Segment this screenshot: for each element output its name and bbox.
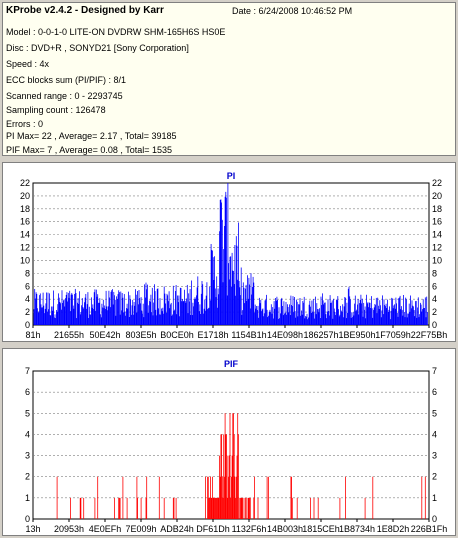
pif-xtick-label: 1815CEh: [302, 524, 340, 534]
scan-date: Date : 6/24/2008 10:46:52 PM: [232, 6, 353, 16]
pif-ytick-label-right: 2: [432, 472, 437, 482]
pi-ytick-label-left: 16: [20, 217, 30, 227]
pif-chart-panel: PIF 0 0 1 1 2 2 3 3 4 4 5 5 6 6 7 7 13h 20953h 4E0EFh 7E009h…: [2, 348, 456, 536]
pif-ytick-label-left: 1: [25, 493, 30, 503]
pif-ytick-label-right: 0: [432, 514, 437, 524]
pif-ytick-label-right: 7: [432, 366, 437, 376]
pif-xtick-label: 1B8734h: [339, 524, 375, 534]
pi-ytick-label-left: 2: [25, 307, 30, 317]
info-line-model: Model : 0-0-1-0 LITE-ON DVDRW SHM-165H6S…: [6, 27, 226, 37]
pif-xtick-label: 1E8D2h: [377, 524, 410, 534]
pi-ytick-label-right: 18: [432, 204, 442, 214]
info-line-errors: Errors : 0: [6, 119, 44, 129]
pi-ytick-label-left: 22: [20, 178, 30, 188]
pi-xtick-label: 81h: [25, 330, 40, 340]
pif-ytick-label-right: 6: [432, 387, 437, 397]
app-title: KProbe v2.4.2 - Designed by Karr: [6, 5, 164, 16]
info-line-ecc: ECC blocks sum (PI/PIF) : 8/1: [6, 75, 127, 85]
pi-xtick-label: 14E098h: [267, 330, 303, 340]
pi-xtick-label: 803E5h: [125, 330, 156, 340]
info-line-pif: PIF Max= 7 , Average= 0.08 , Total= 1535: [6, 145, 173, 155]
pif-ytick-label-right: 4: [432, 429, 437, 439]
pi-ytick-label-right: 20: [432, 191, 442, 201]
info-line-sampling: Sampling count : 126478: [6, 105, 106, 115]
pi-ytick-label-right: 8: [432, 268, 437, 278]
pif-ytick-label-left: 7: [25, 366, 30, 376]
pi-ytick-label-left: 12: [20, 243, 30, 253]
pi-ytick-label-left: 20: [20, 191, 30, 201]
pif-xtick-label: 14B003h: [267, 524, 303, 534]
pi-ytick-label-left: 0: [25, 320, 30, 330]
pi-xtick-label: 186257h: [303, 330, 338, 340]
pif-xtick-label: ADB24h: [160, 524, 194, 534]
pif-xtick-label: 226B1Fh: [411, 524, 448, 534]
pi-ytick-label-right: 14: [432, 230, 442, 240]
pif-xtick-label: DF61Dh: [196, 524, 230, 534]
pif-xtick-label: 1132F6h: [232, 524, 267, 534]
pi-xtick-label: 50E42h: [89, 330, 120, 340]
pi-xtick-label: 1F7059h: [375, 330, 411, 340]
pi-ytick-label-right: 10: [432, 255, 442, 265]
pi-xtick-label: 22F75Bh: [411, 330, 448, 340]
pi-xtick-label: E1718h: [197, 330, 228, 340]
pi-xtick-label: 1154B1h: [231, 330, 266, 340]
pi-chart-panel: PI 0 0 2 2 4 4 6 6 8 8 10 10 12 12 14 14 16 16 18 18 20 20 22 22…: [2, 162, 456, 342]
pif-chart: PIF 0 0 1 1 2 2 3 3 4 4 5 5 6 6 7 7 13h 20953h 4E0EFh 7E009h…: [25, 359, 448, 534]
pif-ytick-label-left: 5: [25, 408, 30, 418]
pi-ytick-label-left: 18: [20, 204, 30, 214]
pi-xtick-label: 1BE950h: [338, 330, 375, 340]
pif-xtick-label: 7E009h: [125, 524, 156, 534]
pi-ytick-label-right: 16: [432, 217, 442, 227]
pif-chart-title: PIF: [224, 359, 239, 369]
pi-ytick-label-right: 22: [432, 178, 442, 188]
pi-ytick-label-left: 4: [25, 294, 30, 304]
pi-ytick-label-right: 12: [432, 243, 442, 253]
pif-ytick-label-right: 3: [432, 451, 437, 461]
pi-ytick-label-left: 8: [25, 268, 30, 278]
pif-ytick-label-left: 6: [25, 387, 30, 397]
info-line-speed: Speed : 4x: [6, 59, 50, 69]
pi-ytick-label-left: 6: [25, 281, 30, 291]
pif-ytick-label-right: 1: [432, 493, 437, 503]
pi-xtick-label: 21655h: [54, 330, 84, 340]
pi-ytick-label-right: 6: [432, 281, 437, 291]
pif-ytick-label-left: 2: [25, 472, 30, 482]
pif-ytick-label-right: 5: [432, 408, 437, 418]
info-line-range: Scanned range : 0 - 2293745: [6, 91, 123, 101]
pif-ytick-label-left: 0: [25, 514, 30, 524]
pi-xtick-label: B0CE0h: [160, 330, 194, 340]
pi-ytick-label-right: 0: [432, 320, 437, 330]
info-panel: KProbe v2.4.2 - Designed by Karr Date : …: [2, 2, 456, 156]
info-line-disc: Disc : DVD+R , SONYD21 [Sony Corporation…: [6, 43, 189, 53]
pi-ytick-label-right: 4: [432, 294, 437, 304]
pi-chart-title: PI: [227, 171, 236, 181]
pi-ytick-label-left: 10: [20, 255, 30, 265]
info-line-pi: PI Max= 22 , Average= 2.17 , Total= 3918…: [6, 131, 177, 141]
pif-ytick-label-left: 4: [25, 429, 30, 439]
pif-xtick-label: 20953h: [54, 524, 84, 534]
pif-ytick-label-left: 3: [25, 451, 30, 461]
pif-xtick-label: 13h: [25, 524, 40, 534]
pi-ytick-label-right: 2: [432, 307, 437, 317]
pi-ytick-label-left: 14: [20, 230, 30, 240]
pif-xtick-label: 4E0EFh: [89, 524, 122, 534]
